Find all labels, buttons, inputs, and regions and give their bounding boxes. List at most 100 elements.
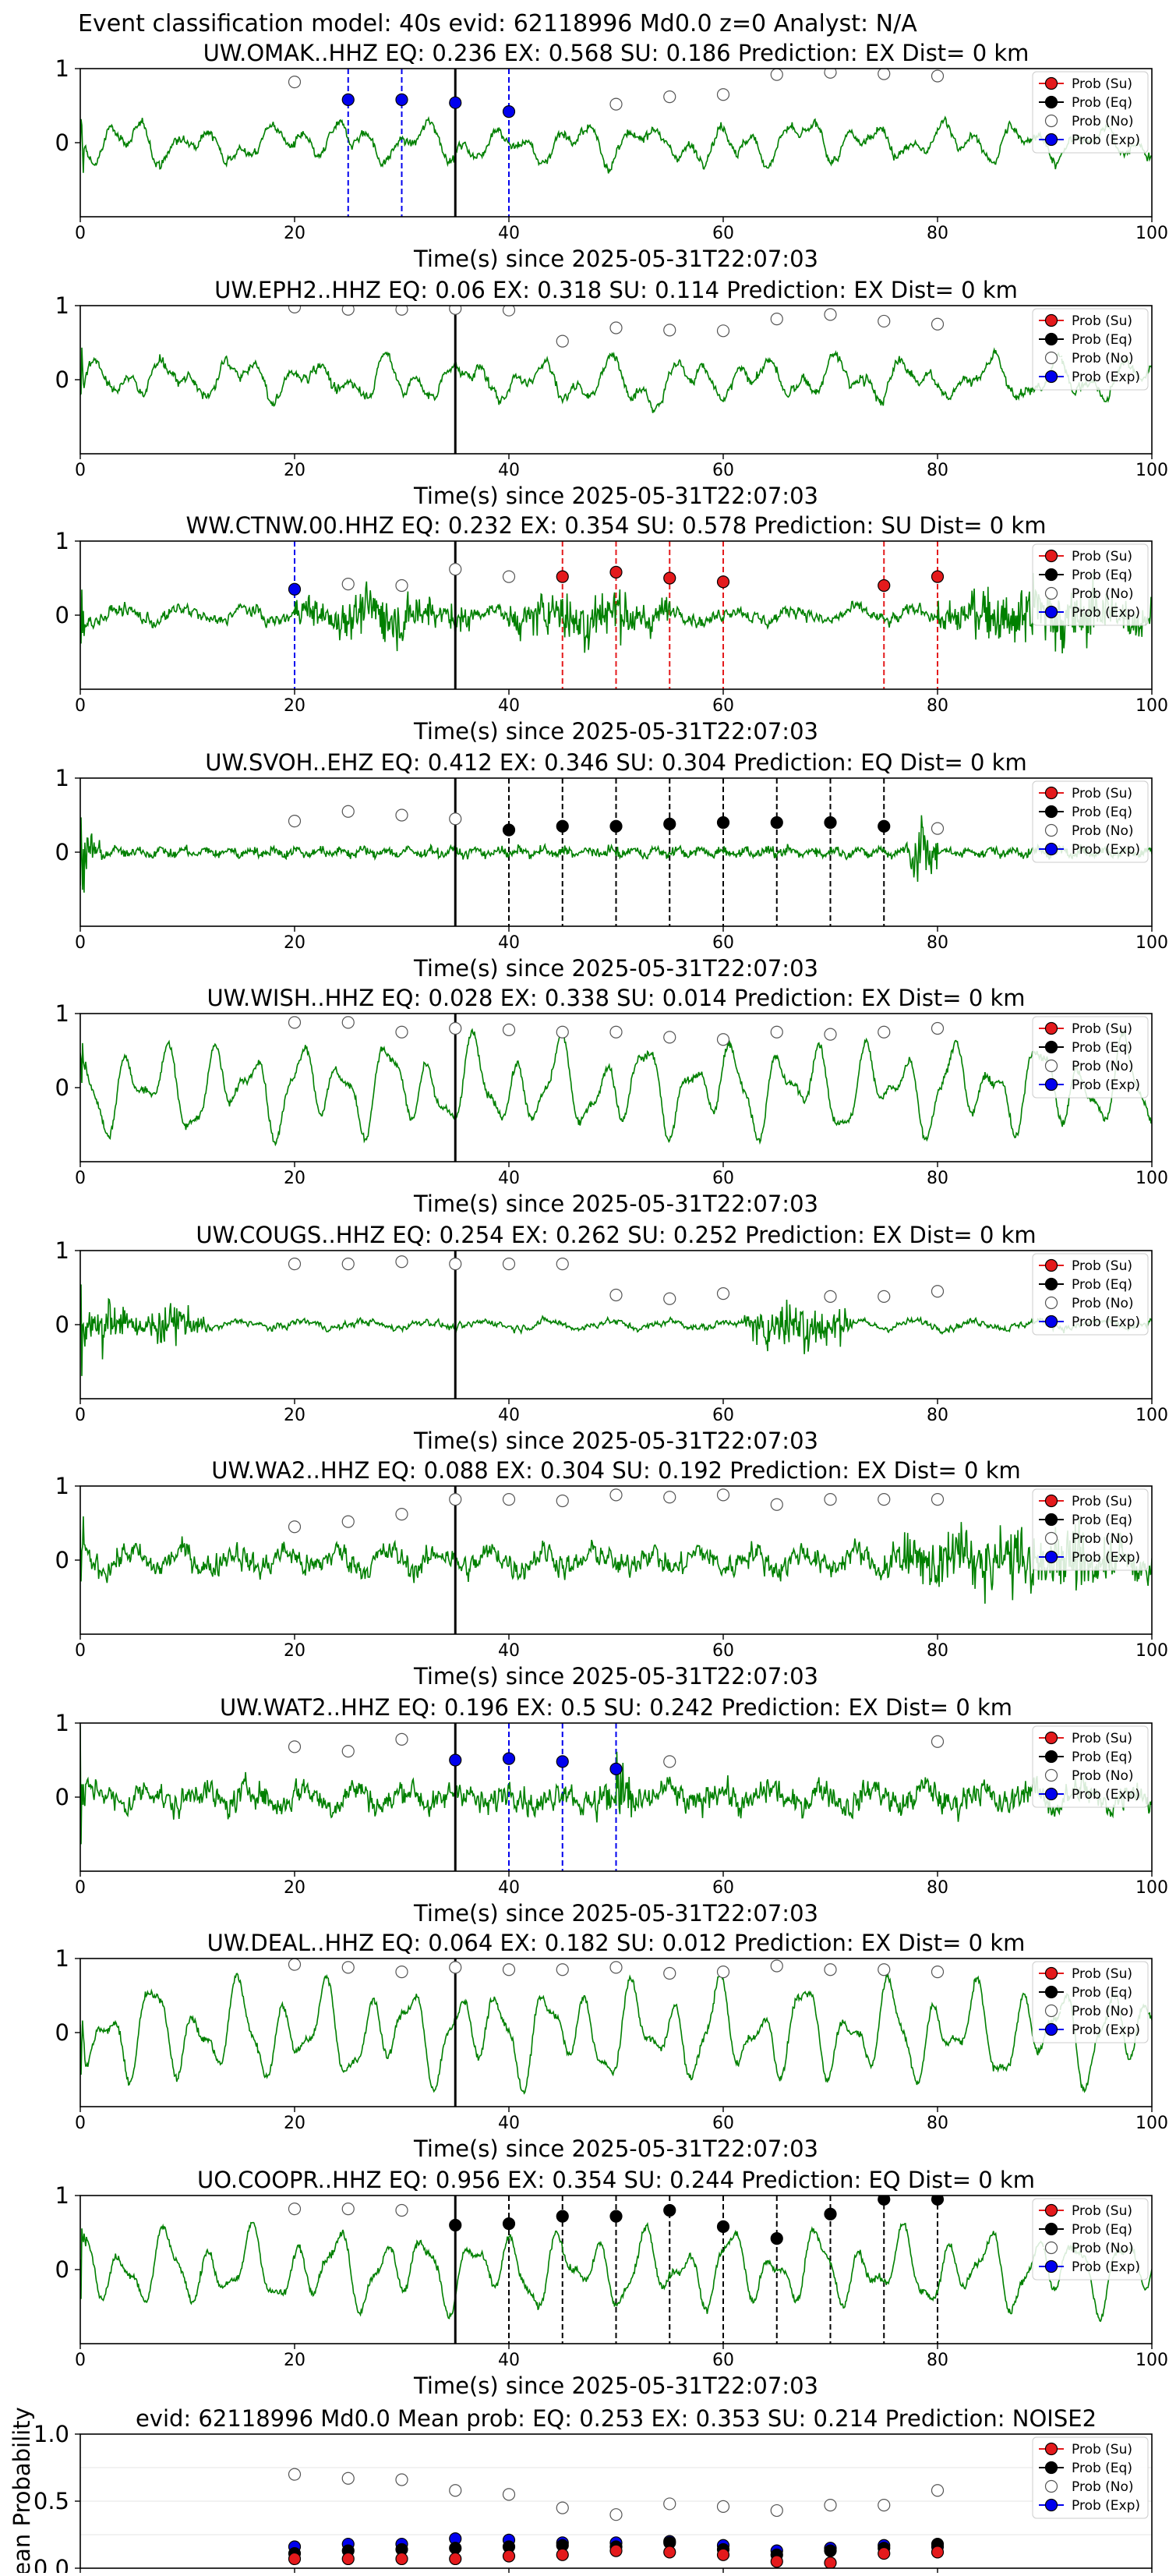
prob-point (395, 2203, 408, 2217)
x-tick-label: 20 (284, 696, 305, 716)
prob-point (609, 1025, 623, 1039)
station-panel-1: UW.EPH2..HHZ EQ: 0.06 EX: 0.318 SU: 0.11… (55, 277, 1168, 509)
prob-point (716, 2220, 730, 2233)
prob-point (449, 1021, 462, 1035)
legend: Prob (Su) Prob (Eq) Prob (No) Prob (Exp) (1032, 1488, 1149, 1571)
prob-point (716, 575, 730, 589)
prob-point (878, 579, 891, 593)
x-tick-label: 60 (712, 1878, 734, 1898)
x-tick-label: 60 (712, 696, 734, 716)
prob-point (395, 93, 408, 107)
waveform-trace (80, 1973, 1152, 2095)
legend-label: Prob (Su) (1072, 2442, 1132, 2457)
mean-prob-point (288, 2552, 302, 2566)
legend-label: Prob (Su) (1072, 313, 1132, 329)
waveform-trace (80, 571, 1152, 654)
prob-point (824, 1963, 837, 1976)
prob-point (556, 1025, 569, 1039)
legend-marker (1044, 313, 1058, 327)
prob-point (716, 1286, 730, 1300)
mean-prob-point (931, 2546, 945, 2559)
legend-label: Prob (Eq) (1072, 1277, 1132, 1293)
prob-point (395, 1507, 408, 1521)
station-panel-5: UW.COUGS..HHZ EQ: 0.254 EX: 0.262 SU: 0.… (55, 1222, 1168, 1454)
prob-point (931, 317, 945, 331)
prob-point (556, 819, 569, 833)
prob-point (502, 105, 516, 119)
station-panel-0: UW.OMAK..HHZ EQ: 0.236 EX: 0.568 SU: 0.1… (55, 40, 1168, 272)
prob-point (609, 819, 623, 833)
mean-prob-point (449, 2484, 462, 2497)
x-tick-label: 60 (712, 1641, 734, 1661)
legend-label: Prob (Eq) (1072, 332, 1132, 348)
prob-point (502, 306, 516, 317)
legend-marker (1044, 842, 1058, 856)
x-tick-label: 20 (284, 1878, 305, 1898)
legend: Prob (Su) Prob (Eq) Prob (No) Prob (Exp) (1032, 780, 1149, 863)
prob-point (395, 1255, 408, 1269)
prob-point (931, 1735, 945, 1748)
prob-point (663, 1491, 676, 1504)
legend-label: Prob (No) (1072, 823, 1134, 839)
y-tick-label: 0.5 (34, 2488, 69, 2514)
legend-marker (1044, 1494, 1058, 1508)
mean-prob-point (931, 2484, 945, 2497)
prob-point (878, 1492, 891, 1506)
legend: Prob (Su) Prob (Eq) Prob (No) Prob (Exp) (1032, 1961, 1149, 2043)
prob-point (609, 565, 623, 579)
prob-point (288, 1016, 302, 1029)
legend: Prob (Su) Prob (Eq) Prob (No) Prob (Exp) (1032, 2198, 1149, 2281)
mean-prob-point (770, 2555, 783, 2568)
x-tick-label: 100 (1135, 2351, 1168, 2370)
prob-point (663, 571, 676, 585)
prob-point (931, 2196, 945, 2206)
panel-title: UW.OMAK..HHZ EQ: 0.236 EX: 0.568 SU: 0.1… (203, 40, 1029, 66)
waveform-trace (80, 1516, 1152, 1604)
legend-label: Prob (Exp) (1072, 2259, 1140, 2275)
mean-prob-point (663, 2497, 676, 2511)
prob-point (609, 97, 623, 111)
legend: Prob (Su) Prob (Eq) Prob (No) Prob (Exp) (1032, 1016, 1149, 1099)
legend-label: Prob (Exp) (1072, 1550, 1140, 1566)
prob-point (931, 822, 945, 835)
y-tick-label: 1 (55, 1000, 69, 1027)
prob-point (931, 1966, 945, 1979)
legend-label: Prob (No) (1072, 1531, 1134, 1547)
legend-box (1032, 1961, 1149, 2043)
prob-point (770, 1498, 783, 1511)
legend: Prob (Su) Prob (Eq) Prob (No) Prob (Exp) (1032, 2436, 1149, 2519)
x-tick-label: 80 (927, 1641, 948, 1661)
legend-label: Prob (Exp) (1072, 2498, 1140, 2514)
station-panel-2: WW.CTNW.00.HHZ EQ: 0.232 EX: 0.354 SU: 0… (55, 512, 1168, 745)
x-tick-label: 20 (284, 224, 305, 243)
y-tick-label: 0 (55, 1074, 69, 1101)
x-tick-label: 80 (927, 933, 948, 953)
mean-prob-point (824, 2544, 837, 2557)
prob-point (556, 2210, 569, 2223)
plot-area (80, 1014, 1152, 1162)
x-tick-label: 100 (1135, 1406, 1168, 1425)
legend-label: Prob (Exp) (1072, 370, 1140, 385)
x-tick-label: 40 (498, 1406, 520, 1425)
legend-marker (1044, 823, 1058, 837)
plot-area (80, 778, 1152, 926)
prob-point (824, 1492, 837, 1506)
y-tick-label: 1 (55, 765, 69, 791)
legend-label: Prob (Eq) (1072, 1040, 1132, 1056)
station-panel-4: UW.WISH..HHZ EQ: 0.028 EX: 0.338 SU: 0.0… (55, 985, 1168, 1217)
prob-point (770, 313, 783, 326)
panel-title: evid: 62118996 Md0.0 Mean prob: EQ: 0.25… (136, 2405, 1097, 2432)
y-tick-label: 1 (55, 1710, 69, 1736)
x-tick-label: 40 (498, 2114, 520, 2133)
legend-marker (1044, 1077, 1058, 1092)
prob-point (288, 1740, 302, 1753)
prob-point (878, 314, 891, 328)
station-panel-3: UW.SVOH..EHZ EQ: 0.412 EX: 0.346 SU: 0.3… (55, 749, 1168, 982)
legend: Prob (Su) Prob (Eq) Prob (No) Prob (Exp) (1032, 1253, 1149, 1336)
legend-marker (1044, 586, 1058, 600)
prob-point (824, 816, 837, 830)
prob-point (716, 816, 730, 830)
prob-point (556, 570, 569, 583)
prob-point (663, 1755, 676, 1768)
prob-point (341, 1515, 355, 1528)
